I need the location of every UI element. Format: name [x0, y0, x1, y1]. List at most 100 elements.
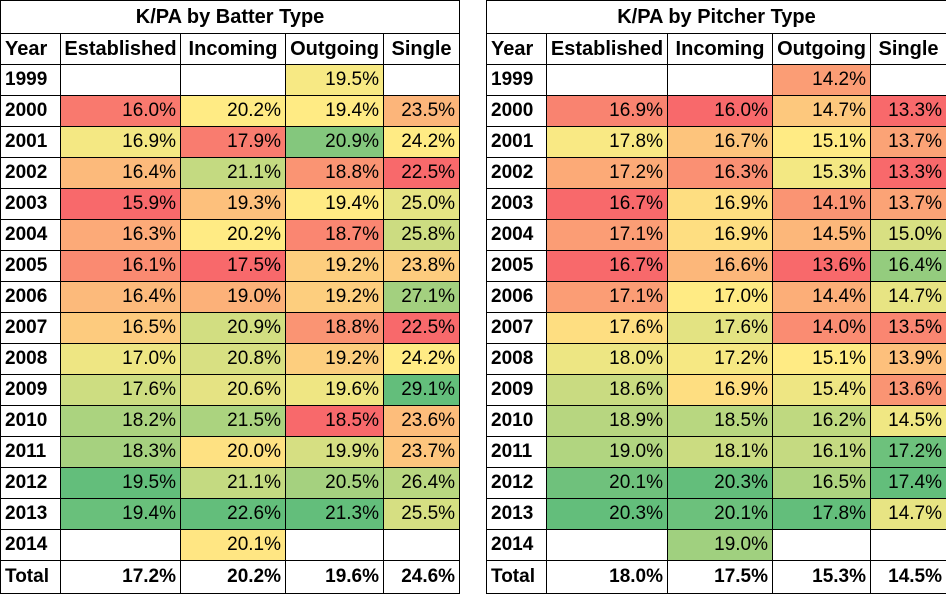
batter-column-header-single: Single [382, 33, 461, 65]
batter-year-cell: 2010 [0, 405, 61, 437]
batter-table-row: 2005 16.1% 17.5% 19.2% 23.8% [0, 250, 461, 282]
pitcher-total-value-established: 18.0% [546, 560, 668, 594]
batter-table-row: 2003 15.9% 19.3% 19.4% 25.0% [0, 188, 461, 220]
batter-value-cell-incoming: 20.8% [180, 343, 286, 375]
batter-value-cell-incoming: 20.0% [180, 436, 286, 468]
pitcher-value-cell-outgoing: 14.2% [772, 64, 871, 96]
batter-value-cell-outgoing: 18.5% [285, 405, 384, 437]
pitcher-table-row: 2014 19.0% [486, 529, 946, 561]
pitcher-value-cell-incoming: 20.3% [667, 467, 773, 499]
batter-value-cell-outgoing [285, 529, 384, 561]
batter-value-cell-outgoing: 19.4% [285, 95, 384, 127]
pitcher-value-cell-incoming: 17.2% [667, 343, 773, 375]
batter-total-value-established: 17.2% [60, 560, 181, 594]
batter-total-value-single: 24.6% [382, 560, 461, 594]
batter-value-cell-single: 25.5% [382, 498, 461, 530]
pitcher-value-cell-incoming: 17.0% [667, 281, 773, 313]
batter-table-row: 2011 18.3% 20.0% 19.9% 23.7% [0, 436, 461, 468]
pitcher-year-cell: 2007 [486, 312, 547, 344]
pitcher-table-row: 2002 17.2% 16.3% 15.3% 13.3% [486, 157, 946, 189]
batter-value-cell-single: 26.4% [382, 467, 461, 499]
pitcher-value-cell-outgoing: 16.2% [772, 405, 871, 437]
batter-value-cell-established [60, 529, 181, 561]
pitcher-value-cell-outgoing: 14.1% [772, 188, 871, 220]
pitcher-value-cell-outgoing [772, 529, 871, 561]
batter-value-cell-established: 17.0% [60, 343, 181, 375]
pitcher-table-row: 2007 17.6% 17.6% 14.0% 13.5% [486, 312, 946, 344]
pitcher-table-row: 2000 16.9% 16.0% 14.7% 13.3% [486, 95, 946, 127]
pitcher-value-cell-outgoing: 15.4% [772, 374, 871, 406]
batter-value-cell-established: 19.4% [60, 498, 181, 530]
batter-value-cell-single: 22.5% [382, 312, 461, 344]
batter-value-cell-outgoing: 19.6% [285, 374, 384, 406]
pitcher-year-cell: 2012 [486, 467, 547, 499]
pitcher-total-row: Total 18.0% 17.5% 15.3% 14.5% [486, 560, 946, 594]
batter-year-cell: 2014 [0, 529, 61, 561]
batter-table-row: 2008 17.0% 20.8% 19.2% 24.2% [0, 343, 461, 375]
batter-year-cell: 2000 [0, 95, 61, 127]
batter-total-value-incoming: 20.2% [180, 560, 286, 594]
pitcher-year-cell: 2001 [486, 126, 547, 158]
pitcher-value-cell-outgoing: 17.8% [772, 498, 871, 530]
batter-value-cell-incoming: 19.3% [180, 188, 286, 220]
batter-year-cell: 2008 [0, 343, 61, 375]
pitcher-table-row: 2001 17.8% 16.7% 15.1% 13.7% [486, 126, 946, 158]
pitcher-value-cell-established: 16.7% [546, 250, 668, 282]
pitcher-value-cell-incoming: 16.6% [667, 250, 773, 282]
batter-value-cell-established: 18.3% [60, 436, 181, 468]
batter-year-cell: 2007 [0, 312, 61, 344]
pitcher-total-value-single: 14.5% [870, 560, 946, 594]
pitcher-value-cell-established: 16.7% [546, 188, 668, 220]
pitcher-value-cell-established: 16.9% [546, 95, 668, 127]
pitcher-value-cell-incoming: 18.1% [667, 436, 773, 468]
pitcher-value-cell-established: 18.0% [546, 343, 668, 375]
pitcher-value-cell-single: 17.4% [870, 467, 946, 499]
batter-value-cell-established: 17.6% [60, 374, 181, 406]
batter-value-cell-incoming: 21.1% [180, 157, 286, 189]
batter-value-cell-single: 25.0% [382, 188, 461, 220]
batter-table-row: 2000 16.0% 20.2% 19.4% 23.5% [0, 95, 461, 127]
pitcher-year-cell: 2000 [486, 95, 547, 127]
pitcher-value-cell-outgoing: 15.3% [772, 157, 871, 189]
pitcher-year-cell: 2006 [486, 281, 547, 313]
pitcher-column-header-year: Year [486, 33, 547, 65]
batter-value-cell-single: 23.8% [382, 250, 461, 282]
pitcher-column-header-established: Established [546, 33, 668, 65]
pitcher-value-cell-single: 15.0% [870, 219, 946, 251]
batter-value-cell-incoming: 20.6% [180, 374, 286, 406]
pitcher-table-row: 2009 18.6% 16.9% 15.4% 13.6% [486, 374, 946, 406]
batter-value-cell-established: 15.9% [60, 188, 181, 220]
pitcher-value-cell-outgoing: 14.4% [772, 281, 871, 313]
batter-value-cell-incoming: 20.2% [180, 95, 286, 127]
pitcher-table-row: 2006 17.1% 17.0% 14.4% 14.7% [486, 281, 946, 313]
pitcher-value-cell-established: 17.6% [546, 312, 668, 344]
pitcher-year-cell: 2003 [486, 188, 547, 220]
pitcher-value-cell-single: 14.7% [870, 498, 946, 530]
pitcher-value-cell-established: 17.1% [546, 281, 668, 313]
pitcher-year-cell: 2004 [486, 219, 547, 251]
batter-value-cell-incoming: 20.2% [180, 219, 286, 251]
batter-value-cell-outgoing: 18.8% [285, 312, 384, 344]
pitcher-total-value-incoming: 17.5% [667, 560, 773, 594]
pitcher-value-cell-single [870, 529, 946, 561]
pitcher-table-row: 2013 20.3% 20.1% 17.8% 14.7% [486, 498, 946, 530]
batter-table-row: 1999 19.5% [0, 64, 461, 96]
batter-value-cell-single: 22.5% [382, 157, 461, 189]
pitcher-total-value-outgoing: 15.3% [772, 560, 871, 594]
pitcher-value-cell-single: 13.5% [870, 312, 946, 344]
batter-table-row: 2007 16.5% 20.9% 18.8% 22.5% [0, 312, 461, 344]
batter-value-cell-incoming: 20.9% [180, 312, 286, 344]
batter-value-cell-outgoing: 20.9% [285, 126, 384, 158]
batter-value-cell-single: 24.2% [382, 126, 461, 158]
batter-value-cell-established: 16.4% [60, 281, 181, 313]
batter-column-header-incoming: Incoming [180, 33, 286, 65]
batter-value-cell-established: 16.9% [60, 126, 181, 158]
batter-table-row: 2006 16.4% 19.0% 19.2% 27.1% [0, 281, 461, 313]
pitcher-value-cell-incoming: 16.0% [667, 95, 773, 127]
batter-value-cell-established [60, 64, 181, 96]
pitcher-year-cell: 2013 [486, 498, 547, 530]
pitcher-year-cell: 2008 [486, 343, 547, 375]
batter-total-value-outgoing: 19.6% [285, 560, 384, 594]
pitcher-table-title: K/PA by Pitcher Type [486, 0, 946, 34]
batter-table-row: 2002 16.4% 21.1% 18.8% 22.5% [0, 157, 461, 189]
